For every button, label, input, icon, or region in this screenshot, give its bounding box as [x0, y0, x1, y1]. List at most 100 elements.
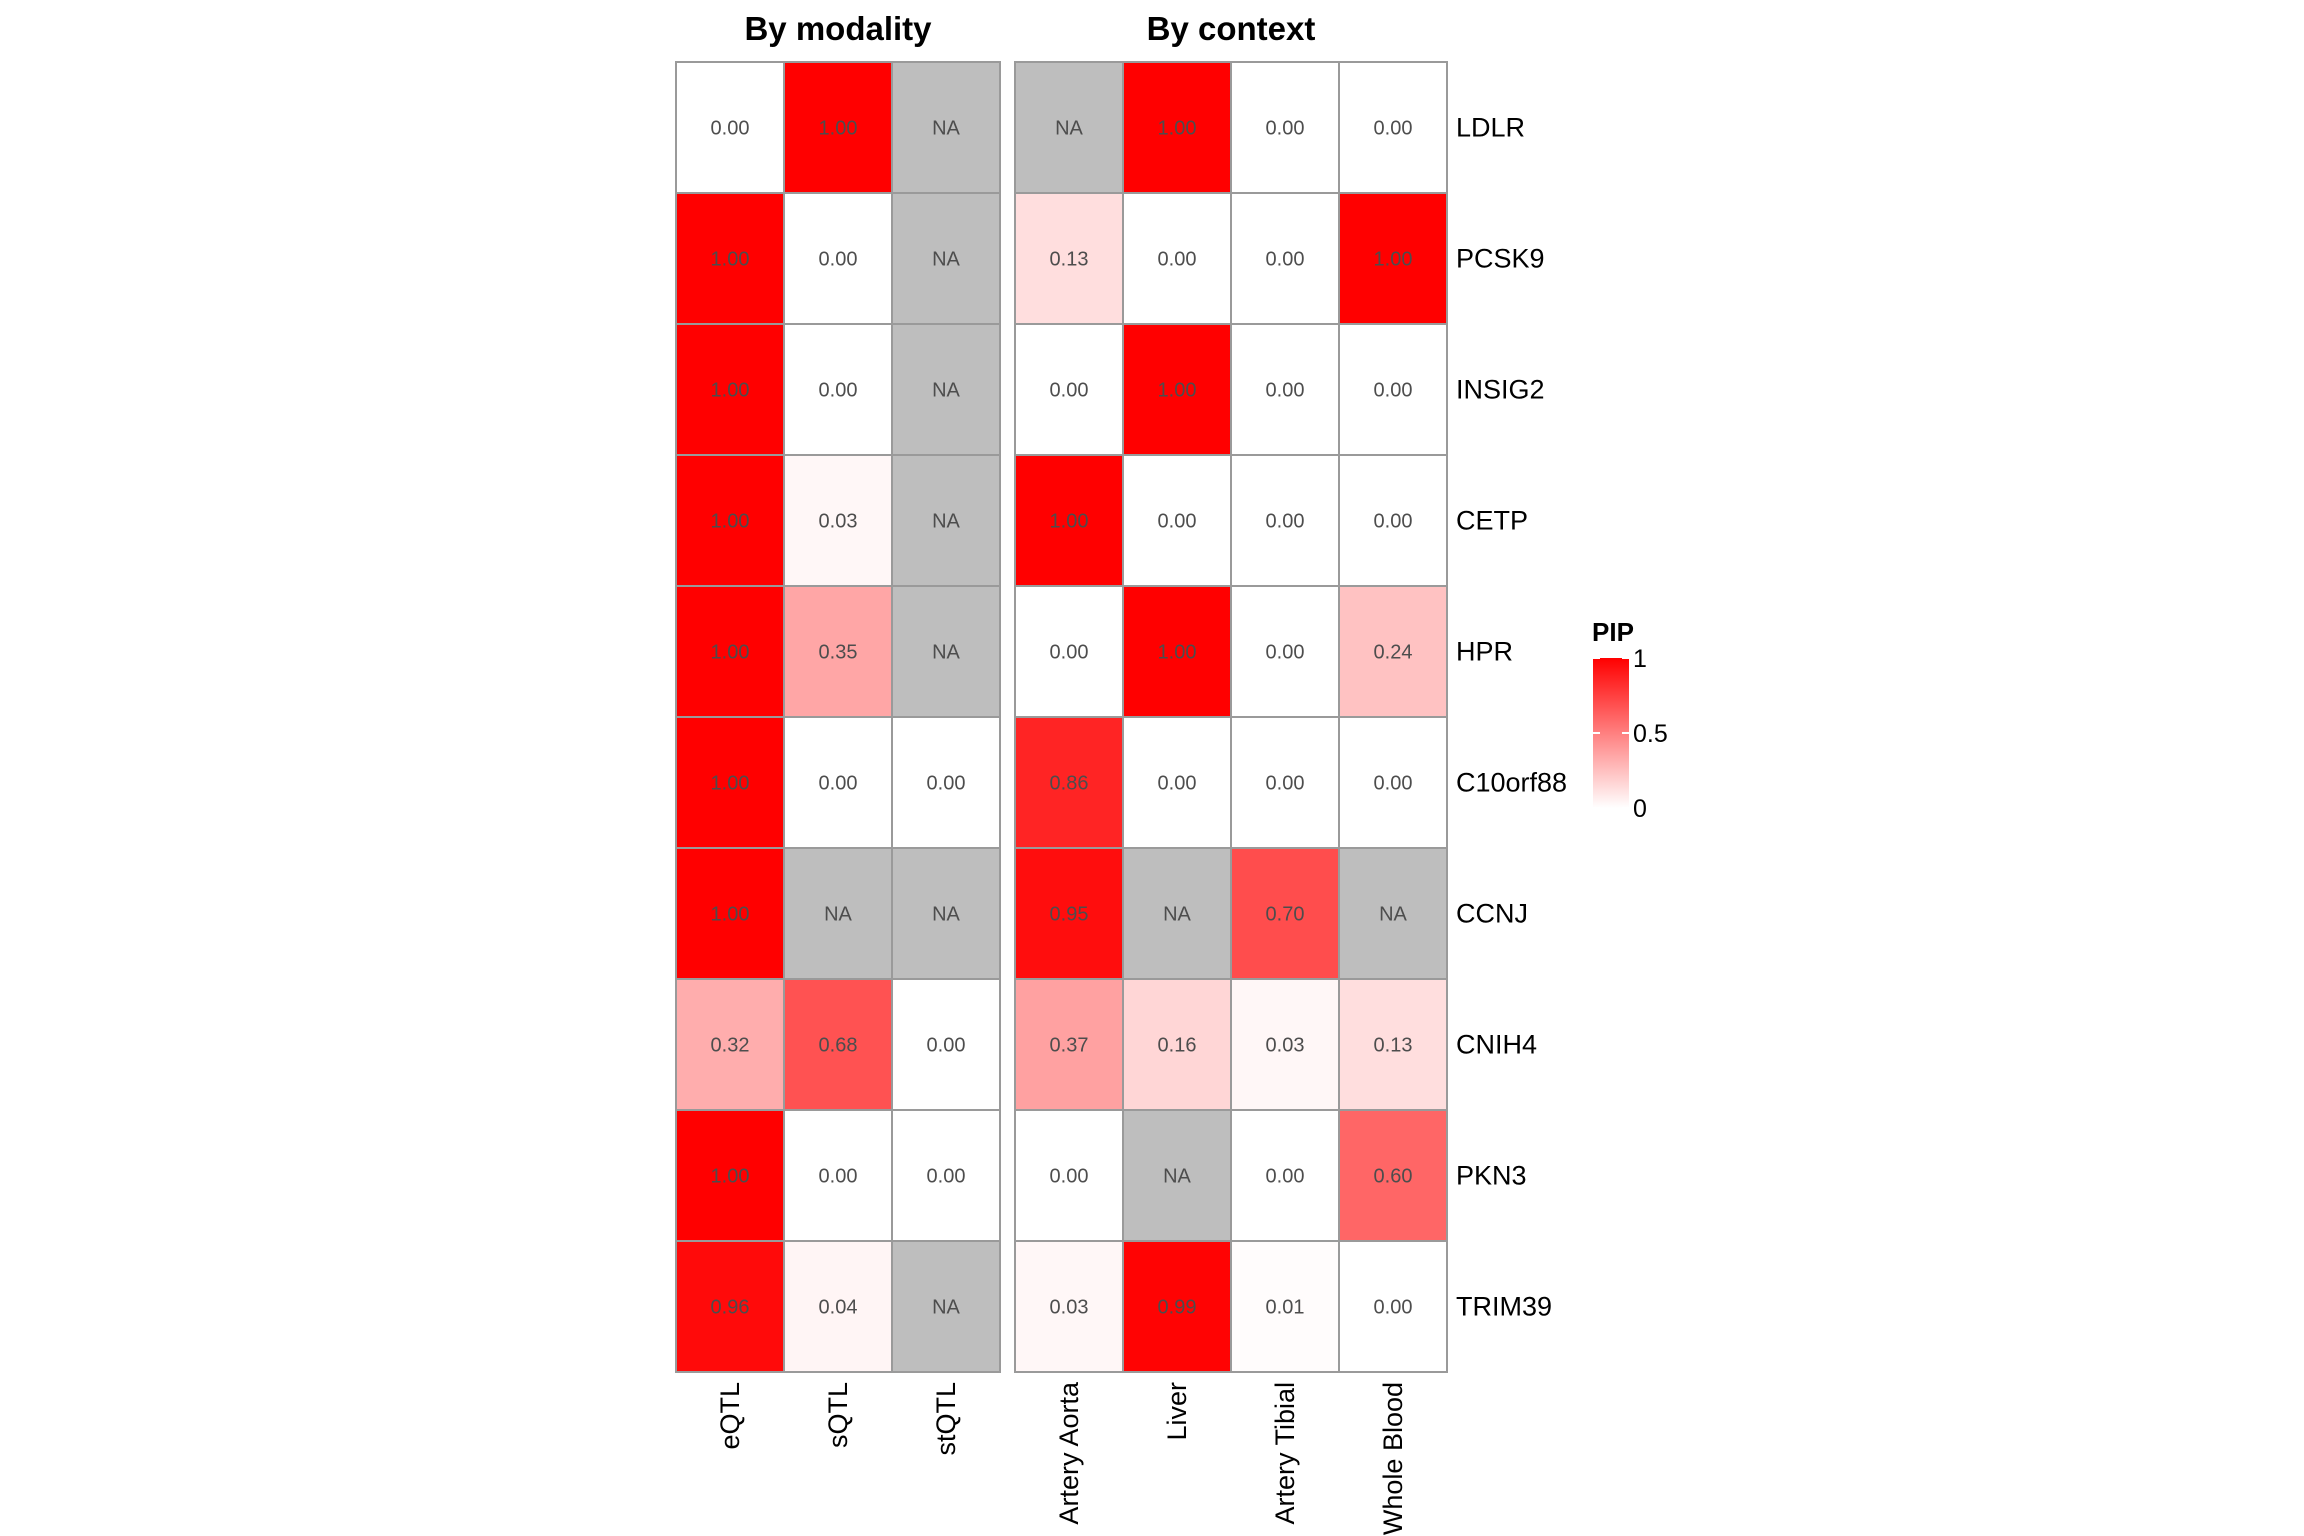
heatmap-cell [891, 192, 1001, 325]
heatmap-cell [1014, 454, 1124, 587]
cell-value-label: NA [824, 904, 852, 926]
row-label: TRIM39 [1456, 1292, 1552, 1322]
heatmap-cell [675, 978, 785, 1111]
pip-legend: PIP 00.51 [1592, 617, 1668, 823]
heatmap-cell [1338, 323, 1448, 456]
heatmap-cell [1014, 1240, 1124, 1373]
cell-value-label: 0.00 [1266, 511, 1305, 533]
legend-tick-label: 0.5 [1633, 720, 1668, 748]
heatmap-cell [675, 61, 785, 194]
heatmap-cell [1338, 1109, 1448, 1242]
cell-value-label: 1.00 [711, 904, 750, 926]
heatmap-cell [1122, 192, 1232, 325]
heatmap-cell [783, 323, 893, 456]
row-label: CNIH4 [1456, 1030, 1537, 1060]
heatmap-cell [1122, 847, 1232, 980]
heatmap-cell [675, 454, 785, 587]
row-label: C10orf88 [1456, 768, 1567, 798]
cell-value-label: 0.96 [711, 1297, 750, 1319]
cell-value-label: 0.00 [1266, 118, 1305, 140]
cell-value-label: NA [1163, 904, 1191, 926]
cell-value-label: 0.00 [1374, 511, 1413, 533]
cell-value-label: 0.00 [1266, 773, 1305, 795]
heatmap-cell [1338, 454, 1448, 587]
legend-tick-label: 1 [1633, 645, 1647, 673]
heatmap-cell [1014, 61, 1124, 194]
cell-value-label: 0.16 [1158, 1035, 1197, 1057]
heatmap-cell [1230, 716, 1340, 849]
column-label: Artery Tibial [1270, 1382, 1300, 1525]
cell-value-label: 0.00 [1266, 249, 1305, 271]
heatmap-cell [891, 716, 1001, 849]
heatmap-cell [675, 1240, 785, 1373]
heatmap-cell [675, 1109, 785, 1242]
row-labels: LDLR PCSK9 INSIG2 CETP HPR C10orf88 CCNJ CNIH4 P… [1456, 113, 1567, 1322]
cell-value-label: 0.00 [1374, 380, 1413, 402]
cell-value-label: NA [932, 380, 960, 402]
cell-value-label: 0.00 [1158, 773, 1197, 795]
cell-value-label: 0.00 [711, 118, 750, 140]
cell-value-label: 0.35 [819, 642, 858, 664]
heatmap-cell [1338, 585, 1448, 718]
cell-value-label: 0.00 [819, 773, 858, 795]
column-label: stQTL [931, 1382, 961, 1456]
heatmap-panels: By modality 0.00 1.00 NA 1.00 0.00 NA 1.00 0.00 N… [675, 10, 1448, 1535]
column-label: Whole Blood [1378, 1382, 1408, 1535]
cell-value-label: NA [932, 642, 960, 664]
heatmap-panel: By modality 0.00 1.00 NA 1.00 0.00 NA 1.00 0.00 N… [675, 10, 1001, 1456]
cell-value-label: 1.00 [1050, 511, 1089, 533]
cell-value-label: 0.00 [819, 380, 858, 402]
heatmap-cell [1014, 323, 1124, 456]
cell-value-label: NA [1163, 1166, 1191, 1188]
cell-value-label: 0.00 [819, 249, 858, 271]
heatmap-cell [1122, 1240, 1232, 1373]
cell-value-label: 0.03 [1266, 1035, 1305, 1057]
panel-title: By context [1147, 10, 1316, 47]
cell-value-label: 0.00 [1266, 642, 1305, 664]
heatmap-cell [891, 454, 1001, 587]
cell-value-label: 0.70 [1266, 904, 1305, 926]
legend-tick-label: 0 [1633, 795, 1647, 823]
cell-value-label: 0.00 [1158, 511, 1197, 533]
heatmap-cell [783, 61, 893, 194]
column-label: Liver [1162, 1382, 1192, 1441]
cell-value-label: 1.00 [711, 1166, 750, 1188]
cell-value-label: 0.00 [819, 1166, 858, 1188]
cell-value-label: 0.00 [927, 1166, 966, 1188]
heatmap-cell [891, 978, 1001, 1111]
heatmap-cell [675, 716, 785, 849]
cell-value-label: 0.00 [1374, 773, 1413, 795]
heatmap-cell [891, 847, 1001, 980]
heatmap-cell [1014, 978, 1124, 1111]
cell-value-label: 0.00 [1050, 380, 1089, 402]
legend-ticks: 00.51 [1593, 645, 1668, 823]
cell-value-label: NA [932, 1297, 960, 1319]
cell-value-label: NA [1379, 904, 1407, 926]
row-label: PKN3 [1456, 1161, 1527, 1191]
cell-value-label: 1.00 [711, 511, 750, 533]
cell-value-label: NA [1055, 118, 1083, 140]
heatmap-cell [783, 978, 893, 1111]
heatmap-cell [1014, 716, 1124, 849]
heatmap-cell [783, 716, 893, 849]
cell-value-label: 1.00 [1158, 642, 1197, 664]
cell-value-label: 1.00 [1158, 118, 1197, 140]
cell-value-label: 0.03 [1050, 1297, 1089, 1319]
heatmap-cell [1122, 1109, 1232, 1242]
cell-value-label: 1.00 [1158, 380, 1197, 402]
heatmap-cell [783, 847, 893, 980]
cell-value-label: 0.00 [1050, 1166, 1089, 1188]
cell-value-label: 0.68 [819, 1035, 858, 1057]
cell-value-label: 0.60 [1374, 1166, 1413, 1188]
cell-value-label: 0.00 [1266, 380, 1305, 402]
row-label: HPR [1456, 637, 1513, 667]
cell-value-label: 0.04 [819, 1297, 858, 1319]
cell-value-label: NA [932, 118, 960, 140]
heatmap-cell [891, 1109, 1001, 1242]
cell-value-label: 0.32 [711, 1035, 750, 1057]
heatmap-cell [783, 585, 893, 718]
heatmap-cell [1338, 1240, 1448, 1373]
row-label: PCSK9 [1456, 244, 1545, 274]
cell-value-label: 0.86 [1050, 773, 1089, 795]
